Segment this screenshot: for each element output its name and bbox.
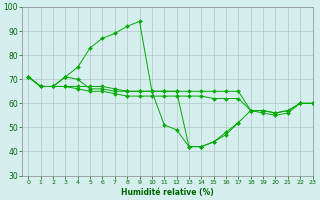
X-axis label: Humidité relative (%): Humidité relative (%) (121, 188, 214, 197)
